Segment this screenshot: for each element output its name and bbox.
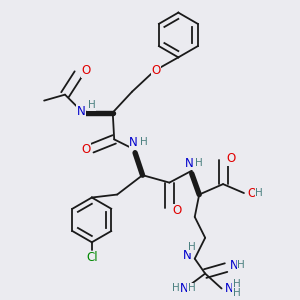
Text: O: O [226, 152, 235, 165]
Text: N: N [225, 282, 233, 295]
Text: H: H [188, 242, 196, 252]
Text: N: N [183, 249, 192, 262]
Text: O: O [81, 143, 91, 156]
Text: H: H [172, 284, 180, 293]
Text: N: N [230, 259, 238, 272]
Text: H: H [233, 279, 241, 289]
Text: Cl: Cl [86, 251, 98, 264]
Text: N: N [184, 157, 193, 170]
Text: N: N [180, 282, 189, 295]
Text: O: O [172, 204, 182, 218]
Text: H: H [188, 284, 196, 293]
Text: H: H [195, 158, 203, 168]
Text: O: O [81, 64, 91, 77]
Text: O: O [247, 187, 256, 200]
Text: H: H [140, 137, 147, 147]
Text: H: H [255, 188, 263, 198]
Text: N: N [129, 136, 138, 149]
Text: N: N [77, 104, 86, 118]
Text: H: H [88, 100, 96, 110]
Text: O: O [151, 64, 160, 77]
Text: H: H [237, 260, 245, 270]
Text: H: H [233, 288, 241, 298]
